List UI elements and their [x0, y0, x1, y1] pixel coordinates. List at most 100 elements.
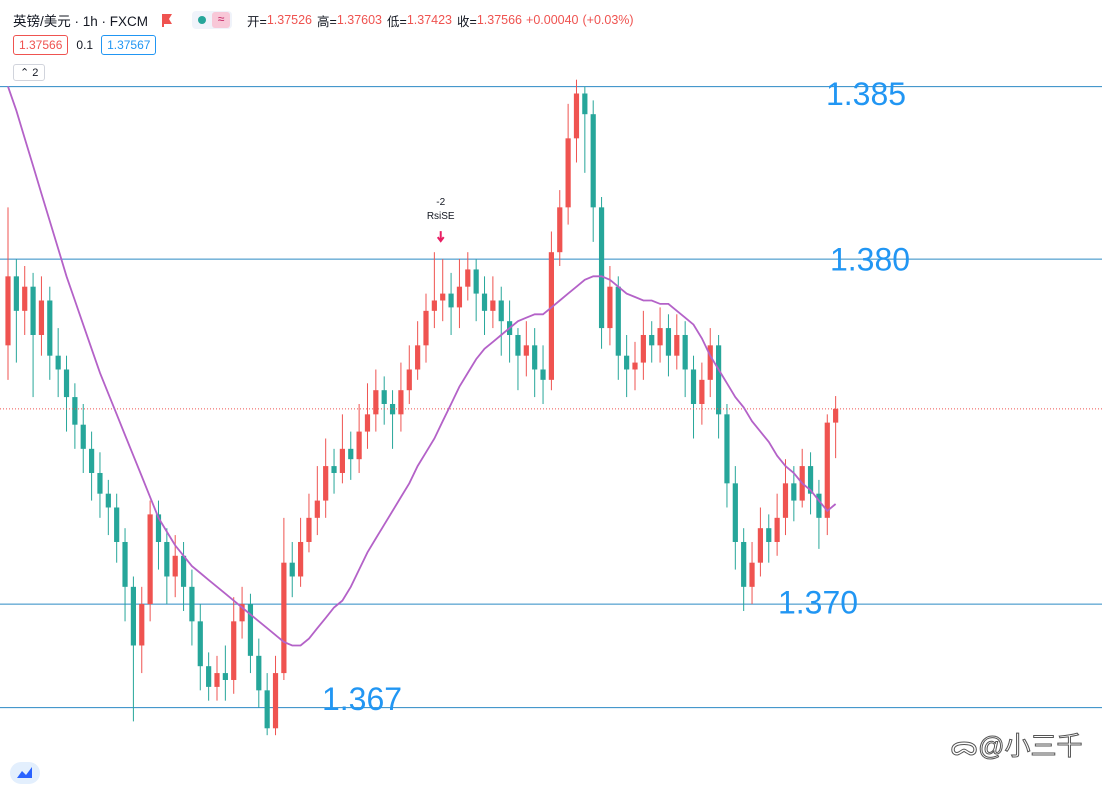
ask[interactable]: 1.37567 [101, 35, 157, 55]
candle-body [373, 390, 379, 415]
candle-body [431, 300, 437, 311]
candle-body [757, 528, 763, 563]
watermark: ᯅ@小三千 [949, 726, 1083, 763]
collapse-count: 2 [32, 67, 39, 79]
candle-body [565, 138, 571, 208]
candle-body [649, 334, 655, 346]
candle-body [615, 286, 621, 356]
candle-body [498, 300, 504, 322]
candle-body [47, 300, 53, 356]
signal-label: RsiSE [427, 211, 455, 222]
candle-body [364, 414, 371, 432]
logo[interactable] [10, 762, 40, 784]
collapse-button[interactable]: ⌃ 2 [13, 64, 46, 81]
candle-body [732, 483, 738, 542]
candle-body [624, 355, 630, 370]
candle-body [222, 673, 228, 680]
candle-body [824, 422, 830, 518]
watermark-icon: ᯅ [949, 731, 979, 762]
candle-body [791, 483, 797, 501]
change-pct: (+0.03%) [582, 13, 634, 27]
ohlc-value: 1.37526 [266, 13, 313, 27]
candle-body [256, 655, 262, 691]
candle-body [440, 293, 446, 301]
candle-body [766, 528, 772, 542]
candle-body [139, 604, 145, 646]
candle-body [674, 334, 680, 356]
signal-arrow [436, 231, 445, 243]
candle-body [707, 345, 713, 380]
candle-body [557, 207, 563, 253]
candle-body [816, 493, 822, 518]
candle-body [582, 93, 588, 115]
candle-body [682, 334, 688, 370]
watermark-text: @小三千 [978, 731, 1083, 762]
candle-body [523, 345, 529, 356]
candle-body [22, 286, 28, 311]
candle-body [147, 514, 153, 605]
level-label: 1.385 [826, 76, 906, 112]
flag-icon[interactable] [160, 13, 174, 27]
candle-body [807, 466, 814, 494]
candle-body [833, 408, 839, 423]
legend-row: 英镑/美元 · 1h · FXCM ≈ 开= 1.37526 高= 1.37603 … [13, 10, 634, 30]
level-label: 1.370 [778, 585, 858, 621]
candle-body [716, 345, 722, 415]
candle-body [724, 414, 730, 484]
candle-body [598, 207, 605, 329]
candle-body [122, 541, 128, 587]
candle-body [690, 369, 697, 404]
toggle[interactable]: ≈ [192, 11, 233, 29]
candle-body [515, 334, 521, 356]
candle-body [155, 514, 162, 542]
candle-body [38, 300, 45, 335]
candle-body [197, 621, 203, 667]
candle-body [607, 286, 613, 329]
candle-body [481, 293, 488, 311]
bid[interactable]: 1.37566 [13, 35, 69, 55]
candle-body [774, 517, 780, 542]
candle-body [264, 690, 270, 729]
candle-body [548, 252, 554, 380]
candle-body [398, 390, 404, 415]
candle-body [239, 604, 245, 622]
candle-body [590, 114, 596, 208]
ohlc-label: 收= [457, 14, 477, 29]
candle-body [348, 448, 354, 460]
ohlc-label: 高= [317, 14, 337, 29]
candle-body [665, 328, 672, 356]
candle-body [72, 397, 78, 425]
candle-body [339, 448, 345, 473]
candle-body [5, 276, 11, 346]
candle-body [456, 286, 463, 308]
candle-body [114, 507, 120, 542]
candle-body [331, 466, 337, 473]
candle-body [164, 541, 170, 577]
candle-body [298, 541, 304, 577]
candle-body [172, 555, 178, 577]
candle-body [699, 379, 705, 404]
candle-body [423, 310, 429, 346]
ohlc-value: 1.37423 [406, 13, 453, 27]
price-row: 1.37566 0.1 1.37567 [13, 35, 157, 55]
candle-body [782, 483, 789, 518]
candle-body [540, 369, 546, 380]
candle-body [741, 541, 747, 587]
candle-body [189, 586, 195, 622]
candle-body [490, 300, 496, 311]
candle-body [473, 269, 479, 294]
candle-body [206, 666, 212, 687]
candle-body [640, 334, 646, 363]
candle-body [389, 403, 396, 415]
candle-body [323, 466, 329, 501]
candle-body [55, 355, 61, 370]
ohlc-value: 1.37603 [336, 13, 383, 27]
ohlc-label: 开= [247, 14, 267, 29]
candle-body [749, 562, 755, 587]
candle-body [465, 269, 471, 287]
candle-body [214, 673, 220, 687]
candle-body [381, 390, 387, 404]
candle-body [89, 448, 95, 473]
candle-body [247, 604, 254, 656]
